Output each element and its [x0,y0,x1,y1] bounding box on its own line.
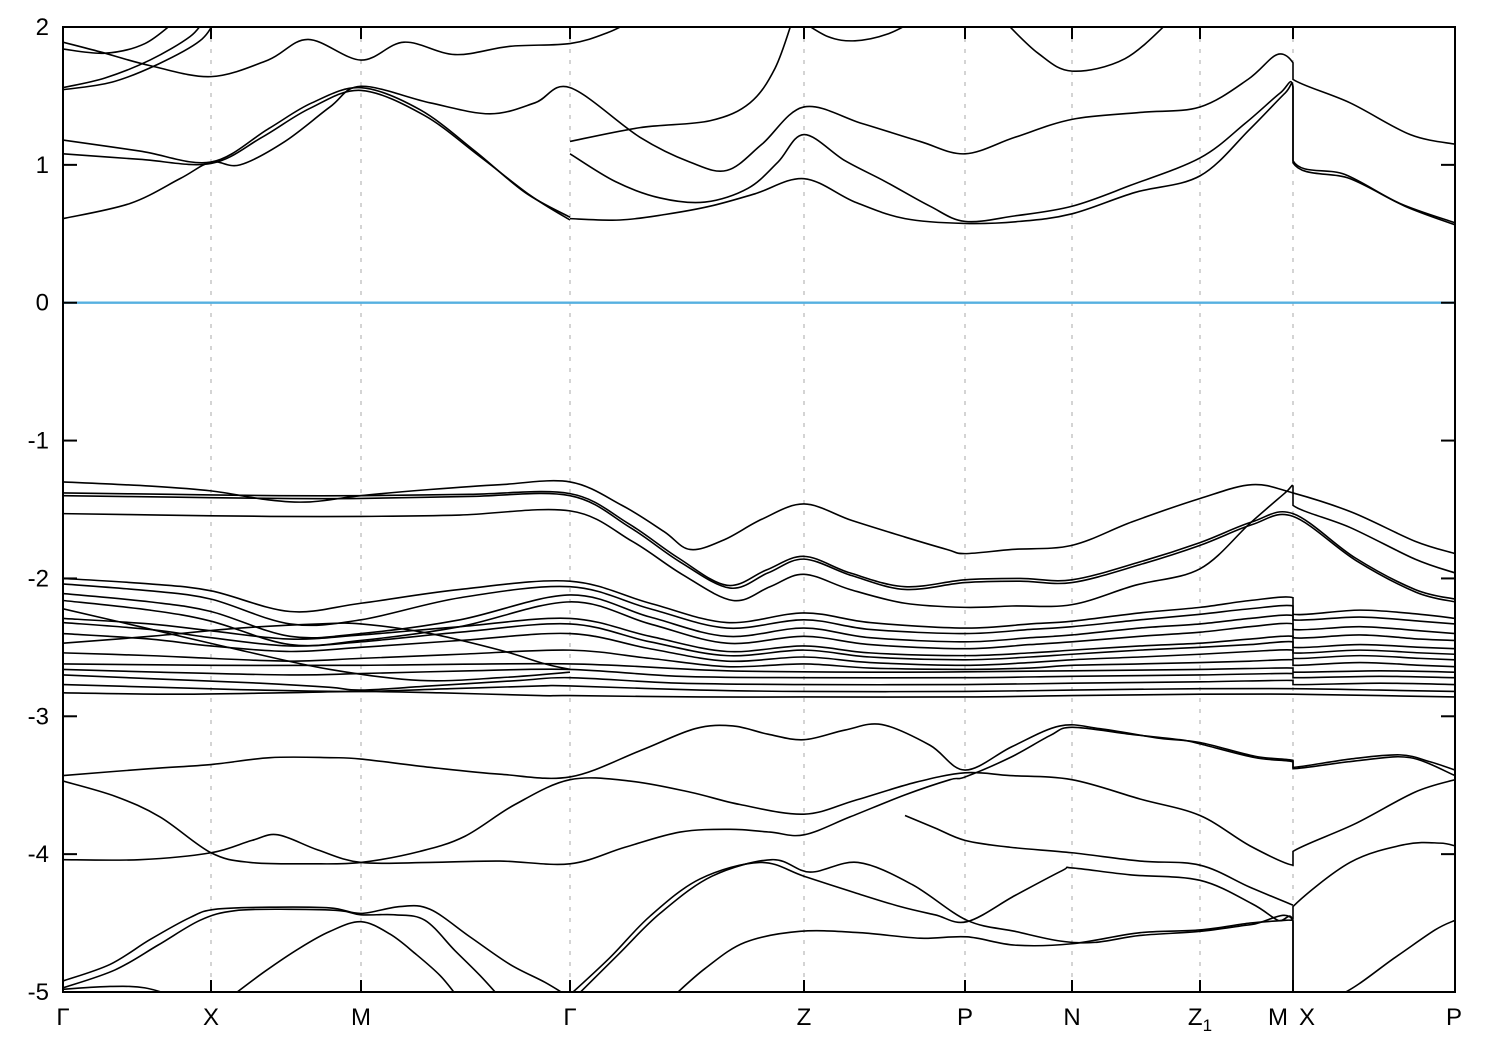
kpoint-label: P [1446,1004,1462,1031]
kpoint-label: M [351,1004,371,1031]
band-curve [571,861,1294,992]
band-curve [63,86,571,218]
band-curve [63,668,1455,679]
band-curve [63,662,1455,674]
y-tick-label: 1 [36,152,49,179]
band-curve [63,622,571,671]
band-curve [63,649,1455,671]
y-tick-label: -1 [28,428,49,455]
band-curve [63,908,497,992]
band-curve [63,490,1455,600]
band-curve [63,27,213,91]
band-curve [569,27,792,143]
y-tick-label: 2 [36,14,49,41]
kpoint-label: Γ [56,1004,69,1031]
kpoint-label: M [1268,1004,1288,1031]
band-curve [63,479,1455,555]
band-curve [63,492,1455,603]
band-curve [63,53,1455,220]
band-curve [63,484,1455,609]
axis-ticks [62,26,1456,993]
band-curve [1009,27,1165,72]
plot-frame [62,26,1456,993]
band-curve [63,726,1455,866]
band-curve [63,27,623,78]
band-curve [579,858,1455,992]
kpoint-label: P [957,1004,973,1031]
band-curve [63,771,1455,867]
y-tick-label: -2 [28,565,49,592]
band-curve [63,607,571,682]
y-tick-label: -4 [28,841,49,868]
band-curve [809,27,905,42]
band-curves [63,27,1455,992]
band-curve [63,27,201,89]
y-tick-label: -3 [28,703,49,730]
band-curve [63,89,571,221]
y-tick-label: -5 [28,979,49,1006]
band-curve [63,577,1455,629]
band-curve [676,841,1455,992]
kpoint-label: Z [797,1004,812,1031]
band-curve [63,583,1455,635]
band-curve [569,82,1455,226]
gridlines [210,27,1294,992]
kpoint-label: X [1299,1004,1315,1031]
band-curve [63,621,1455,661]
band-curve [63,683,1455,693]
band-curve [63,723,1455,780]
y-tick-label: 0 [36,290,49,317]
band-curve [63,632,1455,667]
band-curve [63,690,1455,698]
band-curve [63,592,1455,643]
band-curve [569,80,1455,224]
band-curve [235,920,455,992]
band-curve [63,617,1455,657]
kpoint-label: Γ [563,1004,576,1031]
band-curve [63,674,1455,691]
band-curve [904,814,1294,906]
kpoint-label: Z1 [1188,1004,1212,1035]
band-curve [63,27,170,55]
y-axis-labels: 2 1 0 -1 -2 -3 -4 -5 [28,14,49,1006]
kpoint-label: X [203,1004,219,1031]
kpoint-label: N [1063,1004,1080,1031]
band-curve [63,904,563,992]
band-curve [63,985,164,992]
x-axis-kpoint-labels: Γ X M Γ Z P N Z1 M X P [56,1004,1462,1035]
